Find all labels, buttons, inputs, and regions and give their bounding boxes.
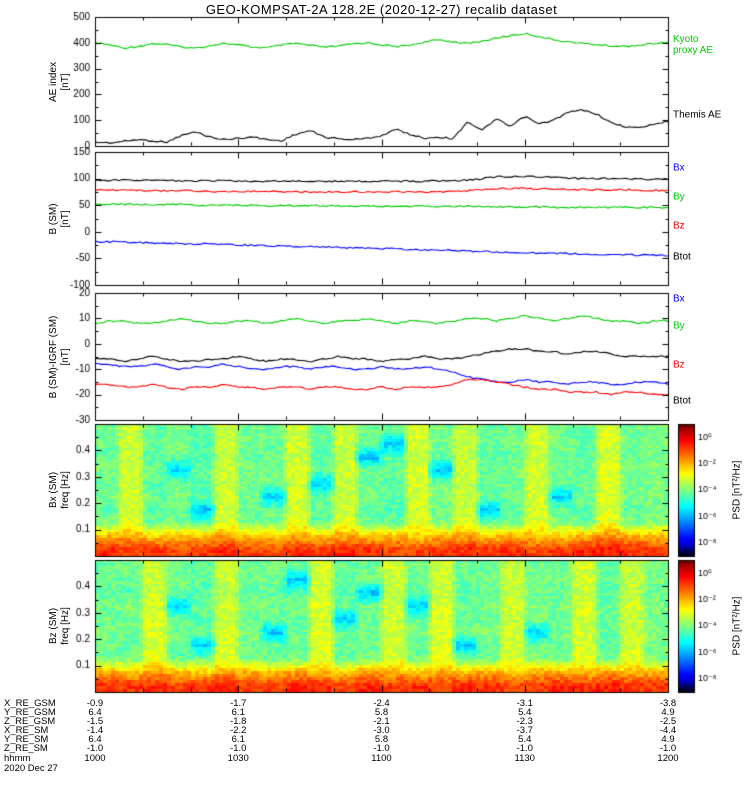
ylabel-b-sm: B (SM) [nT]	[48, 203, 72, 234]
series-label-line: By	[673, 320, 685, 332]
coord-row-z-re-sm-value: -1.0	[516, 743, 533, 754]
time-row: hhmm 1000 1030 1100 1130 1200	[0, 753, 750, 764]
coord-row-y-re-gsm: Y_RE_GSM 6.4 6.1 5.8 5.4 4.9	[0, 707, 750, 718]
coord-row-x-re-gsm-value: -3.8	[659, 698, 677, 709]
coord-row-z-re-gsm-value: -2.5	[659, 716, 677, 727]
series-label-by: By	[673, 192, 685, 203]
colorbar-label-bz-psd: PSD [nT²/Hz]	[731, 596, 743, 656]
series-label-bz: Bz	[673, 360, 685, 371]
series-label-bz: Bz	[673, 221, 685, 232]
series-label-line: Kyoto	[673, 34, 699, 46]
coord-row-x-re-sm-value: -1.4	[86, 725, 104, 736]
coord-row-z-re-sm: Z_RE_SM -1.0 -1.0 -1.0 -1.0 -1.0	[0, 743, 750, 754]
coord-row-y-re-gsm-value: 6.1	[231, 707, 245, 718]
series-label-line: Bz	[673, 359, 685, 371]
ylabel-line: Bz (SM)	[48, 607, 59, 645]
coord-row-z-re-gsm-value: -2.3	[516, 716, 533, 727]
series-label-line: By	[673, 191, 685, 203]
ylabel-line: AE index	[48, 61, 59, 102]
series-label-kyoto-proxy-ae: Kyoto proxy AE	[673, 34, 713, 56]
coord-row-y-re-sm-value: 5.8	[374, 734, 389, 745]
time-row-value: 1130	[514, 753, 535, 764]
ylabel-bx-psd: Bx (SM) freq [Hz]	[48, 471, 72, 509]
coord-row-x-re-sm-value: -3.7	[516, 725, 533, 736]
series-label-line: Btot	[673, 251, 691, 263]
coord-row-x-re-gsm-value: -3.1	[516, 698, 533, 709]
coord-row-y-re-sm: Y_RE_SM 6.4 6.1 5.8 5.4 4.9	[0, 734, 750, 745]
coord-row-y-re-gsm-value: 6.4	[88, 707, 102, 718]
series-label-line: Bx	[673, 293, 685, 305]
coord-row-y-re-gsm-value: 5.4	[518, 707, 532, 718]
colorbar-label-bx-psd: PSD [nT²/Hz]	[731, 460, 743, 520]
series-label-btot: Btot	[673, 395, 691, 406]
ylabel-line: B (SM)	[48, 202, 59, 235]
coord-row-x-re-gsm-label: X_RE_GSM	[4, 698, 56, 709]
coord-row-z-re-sm-value: -1.0	[86, 743, 104, 754]
ylabel-bz-psd: Bz (SM) freq [Hz]	[48, 607, 72, 645]
coord-row-y-re-sm-value: 6.4	[88, 734, 102, 745]
series-label-bx: Bx	[673, 162, 685, 173]
coord-row-y-re-gsm-value: 4.9	[661, 707, 675, 718]
coord-row-x-re-sm-value: -2.2	[230, 725, 247, 736]
coord-row-z-re-gsm-value: -1.8	[230, 716, 247, 727]
series-label-bx: Bx	[673, 294, 685, 305]
coord-row-z-re-gsm-value: -2.1	[373, 716, 390, 727]
series-label-btot: Btot	[673, 252, 691, 263]
ylabel-b-sm-igrf: B (SM)-IGRF (SM) [nT]	[48, 315, 72, 398]
coord-row-z-re-gsm-value: -1.5	[86, 716, 104, 727]
ylabel-line: [nT]	[60, 72, 71, 91]
date-label: 2020 Dec 27	[4, 763, 58, 774]
series-label-by: By	[673, 321, 685, 332]
coord-row-y-re-gsm-value: 5.8	[374, 707, 389, 718]
coord-row-z-re-sm-value: -1.0	[659, 743, 677, 754]
coord-row-y-re-sm-value: 6.1	[231, 734, 245, 745]
time-row-value: 1030	[227, 753, 249, 764]
time-row-label: hhmm	[4, 753, 31, 764]
ylabel-line: [nT]	[60, 209, 71, 228]
coord-row-x-re-gsm: X_RE_GSM -0.9 -1.7 -2.4 -3.1 -3.8	[0, 698, 750, 709]
plot-title: GEO-KOMPSAT-2A 128.2E (2020-12-27) recal…	[205, 2, 558, 17]
coord-row-x-re-sm-label: X_RE_SM	[4, 725, 49, 736]
ylabel-line: B (SM)-IGRF (SM)	[48, 315, 59, 398]
coord-row-x-re-sm-value: -4.4	[659, 725, 677, 736]
time-row-value: 1200	[657, 753, 679, 764]
time-row-value: 1100	[371, 753, 392, 764]
ylabel-line: freq [Hz]	[60, 471, 71, 509]
series-label-line: Themis AE	[673, 109, 722, 121]
coord-row-y-re-sm-value: 4.9	[661, 734, 675, 745]
coord-row-x-re-gsm-value: -2.4	[373, 698, 390, 709]
time-row-value: 1000	[84, 753, 106, 764]
series-label-line: Bz	[673, 220, 685, 232]
coord-row-z-re-sm-label: Z_RE_SM	[4, 743, 48, 754]
coord-row-x-re-gsm-value: -1.7	[230, 698, 247, 709]
coord-row-x-re-sm: X_RE_SM -1.4 -2.2 -3.0 -3.7 -4.4	[0, 725, 750, 736]
series-label-themis-ae: Themis AE	[673, 110, 721, 121]
coord-row-x-re-gsm-value: -0.9	[86, 698, 104, 709]
ylabel-line: [nT]	[60, 347, 71, 366]
ylabel-ae-index: AE index [nT]	[48, 61, 72, 101]
coord-row-z-re-sm-value: -1.0	[373, 743, 390, 754]
date-row: 2020 Dec 27	[0, 763, 750, 774]
coord-row-z-re-gsm-label: Z_RE_GSM	[4, 716, 56, 727]
coord-row-y-re-sm-label: Y_RE_SM	[4, 734, 49, 745]
series-label-line: Btot	[673, 395, 691, 407]
coord-row-z-re-gsm: Z_RE_GSM -1.5 -1.8 -2.1 -2.3 -2.5	[0, 716, 750, 727]
coord-row-y-re-gsm-label: Y_RE_GSM	[4, 707, 56, 718]
coord-row-x-re-sm-value: -3.0	[373, 725, 390, 736]
series-label-line: Bx	[673, 162, 685, 174]
series-label-line: proxy AE	[673, 45, 714, 57]
ylabel-line: freq [Hz]	[60, 607, 71, 645]
coord-row-y-re-sm-value: 5.4	[518, 734, 532, 745]
ylabel-line: Bx (SM)	[48, 471, 59, 509]
coord-row-z-re-sm-value: -1.0	[230, 743, 247, 754]
